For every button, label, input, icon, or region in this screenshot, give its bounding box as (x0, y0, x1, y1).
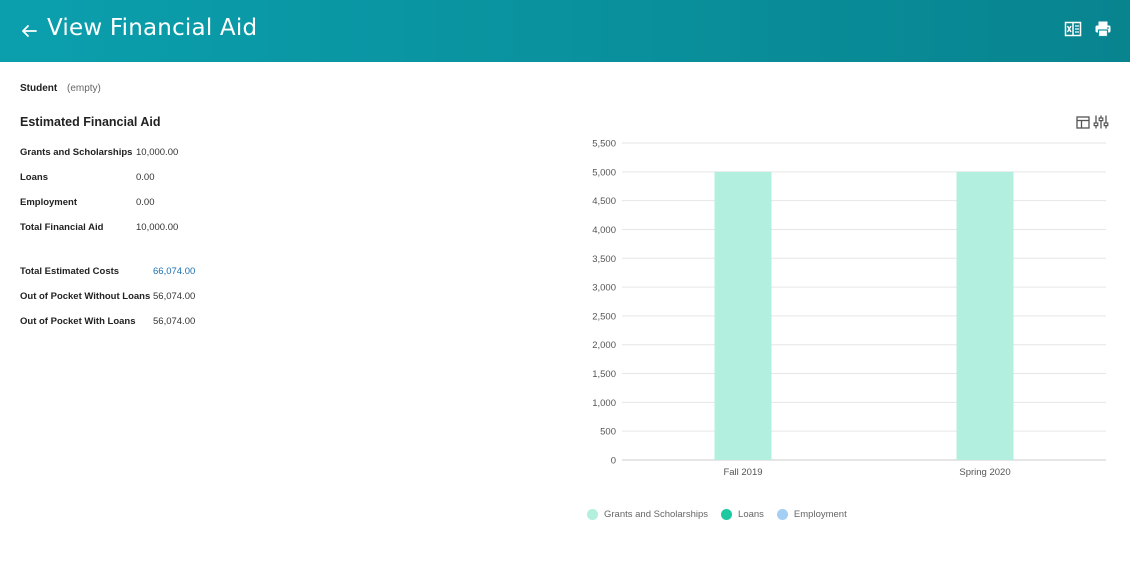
chart-settings-icon (1093, 115, 1109, 129)
y-tick-label: 1,500 (592, 369, 616, 380)
y-tick-label: 1,000 (592, 398, 616, 409)
page-header: View Financial Aid (0, 0, 1130, 62)
legend-item[interactable]: Loans (721, 509, 764, 520)
legend-dot (587, 509, 598, 520)
legend-label: Loans (738, 509, 764, 520)
table-view-button[interactable] (1075, 114, 1093, 132)
y-tick-label: 4,500 (592, 196, 616, 207)
bar[interactable] (714, 171, 772, 460)
employment-value: 0.00 (136, 197, 155, 208)
y-tick-label: 0 (611, 456, 616, 467)
student-value: (empty) (67, 83, 101, 94)
y-tick-label: 2,500 (592, 311, 616, 322)
grants-value: 10,000.00 (136, 147, 179, 158)
financial-aid-bar-chart: 0 500 1,000 1,500 2,000 2,500 3,000 3,500 4,000 4… (592, 139, 1106, 478)
student-label: Student (20, 83, 58, 94)
table-view-icon (1076, 116, 1090, 129)
total-estimated-costs-link[interactable]: 66,074.00 (153, 266, 196, 277)
loans-label: Loans (20, 172, 48, 183)
out-of-pocket-without-loans-value: 56,074.00 (153, 291, 196, 302)
legend-item[interactable]: Grants and Scholarships (587, 509, 708, 520)
excel-export-icon (1064, 21, 1082, 37)
legend-item[interactable]: Employment (776, 509, 847, 520)
chart-legend: Grants and Scholarships Loans Employment (587, 509, 860, 520)
y-tick-label: 5,500 (592, 139, 616, 150)
legend-dot (721, 509, 733, 520)
legend-dot (776, 509, 788, 520)
total-financial-aid-label: Total Financial Aid (20, 222, 104, 233)
legend-label: Grants and Scholarships (604, 509, 709, 520)
y-tick-label: 500 (600, 427, 616, 438)
y-tick-label: 3,500 (592, 254, 616, 265)
bar[interactable] (956, 171, 1014, 460)
back-button[interactable] (16, 18, 42, 44)
arrow-left-icon (22, 25, 37, 37)
y-tick-label: 3,000 (592, 283, 616, 294)
y-tick-label: 5,000 (592, 167, 616, 178)
legend-label: Employment (793, 509, 847, 520)
out-of-pocket-with-loans-value: 56,074.00 (153, 316, 196, 327)
x-tick-label: Spring 2020 (959, 467, 1010, 478)
grants-label: Grants and Scholarships (20, 147, 133, 158)
print-icon (1095, 21, 1111, 38)
x-tick-label: Fall 2019 (723, 467, 762, 478)
employment-label: Employment (20, 197, 78, 208)
estimated-financial-aid-title: Estimated Financial Aid (20, 115, 161, 129)
loans-value: 0.00 (136, 172, 155, 183)
out-of-pocket-without-loans-label: Out of Pocket Without Loans (20, 291, 151, 302)
page-title: View Financial Aid (47, 15, 258, 41)
y-tick-label: 2,000 (592, 340, 616, 351)
y-tick-label: 4,000 (592, 225, 616, 236)
chart-settings-button[interactable] (1093, 114, 1111, 132)
total-estimated-costs-label: Total Estimated Costs (20, 266, 120, 277)
excel-export-button[interactable] (1064, 20, 1084, 40)
print-button[interactable] (1094, 20, 1114, 40)
out-of-pocket-with-loans-label: Out of Pocket With Loans (20, 316, 136, 327)
total-financial-aid-value: 10,000.00 (136, 222, 179, 233)
